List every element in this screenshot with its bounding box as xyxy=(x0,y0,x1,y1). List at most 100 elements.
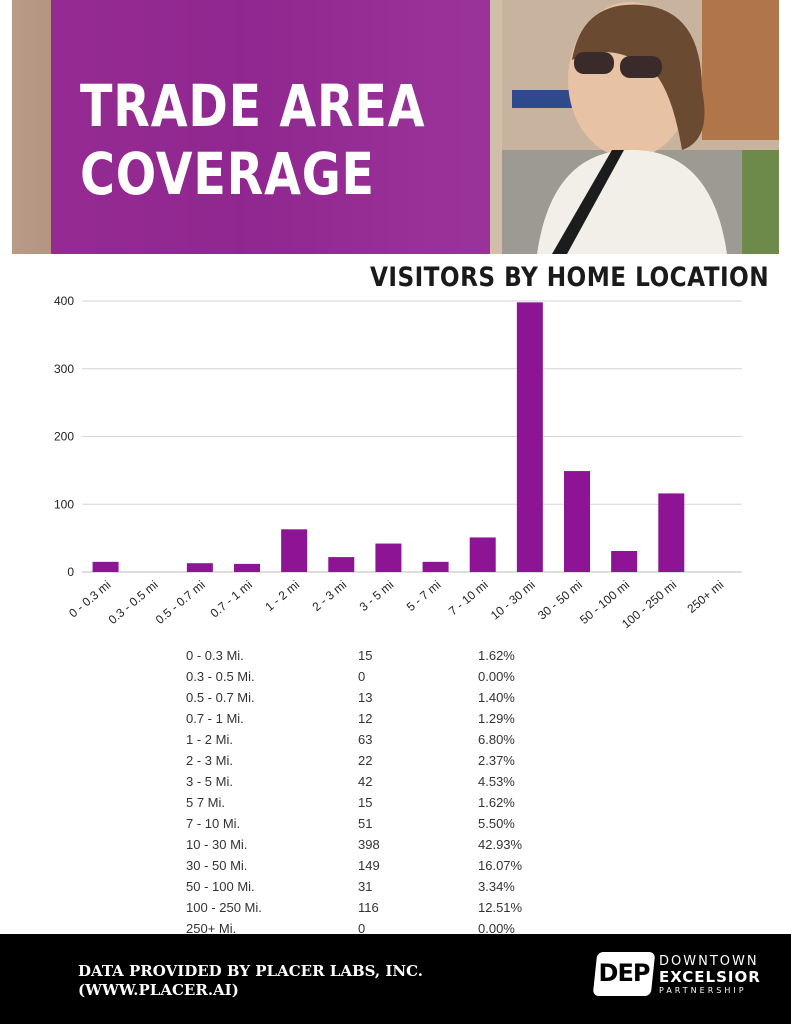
row-count: 15 xyxy=(358,795,373,810)
row-range: 0.7 - 1 Mi. xyxy=(186,711,244,726)
x-tick-label: 10 - 30 mi xyxy=(488,578,538,623)
row-percent: 1.62% xyxy=(478,795,515,810)
row-range: 0.5 - 0.7 Mi. xyxy=(186,690,255,705)
table-row: 7 - 10 Mi. 51 5.50% xyxy=(186,815,566,836)
table-row: 3 - 5 Mi. 42 4.53% xyxy=(186,773,566,794)
bar xyxy=(516,302,543,572)
table-row: 2 - 3 Mi. 22 2.37% xyxy=(186,752,566,773)
row-count: 0 xyxy=(358,669,366,684)
row-percent: 4.53% xyxy=(478,774,515,789)
row-range: 1 - 2 Mi. xyxy=(186,732,233,747)
row-count: 42 xyxy=(358,774,373,789)
logo-word-downtown: DOWNTOWN xyxy=(659,954,759,969)
row-range: 2 - 3 Mi. xyxy=(186,753,233,768)
row-range: 50 - 100 Mi. xyxy=(186,879,255,894)
y-tick-label: 0 xyxy=(67,565,74,579)
row-count: 31 xyxy=(358,879,373,894)
chart-title: VISITORS BY HOME LOCATION xyxy=(369,262,769,293)
row-count: 116 xyxy=(358,900,379,915)
downtown-excelsior-logo: DEP DOWNTOWN EXCELSIOR PARTNERSHIP xyxy=(592,952,765,1000)
table-row: 100 - 250 Mi. 116 12.51% xyxy=(186,899,566,920)
x-tick-label: 250+ mi xyxy=(684,578,726,616)
row-range: 100 - 250 Mi. xyxy=(186,900,262,915)
table-row: 5 7 Mi. 15 1.62% xyxy=(186,794,566,815)
visitors-bar-chart: 0 100 200 300 400 0 - 0.3 mi0.3 - 0.5 mi0.5 -… xyxy=(54,294,742,631)
bar xyxy=(234,563,260,572)
bar xyxy=(186,563,213,572)
data-credit-line1: DATA PROVIDED BY PLACER LABS, INC. xyxy=(78,962,423,980)
logo-word-excelsior: EXCELSIOR xyxy=(659,968,761,986)
row-range: 5 7 Mi. xyxy=(186,795,226,810)
x-tick-label: 5 - 7 mi xyxy=(404,578,444,614)
x-tick-label: 0.5 - 0.7 mi xyxy=(153,578,208,627)
table-row: 50 - 100 Mi. 31 3.34% xyxy=(186,878,566,899)
table-row: 1 - 2 Mi. 63 6.80% xyxy=(186,731,566,752)
row-count: 0 xyxy=(358,921,366,936)
x-tick-label: 0 - 0.3 mi xyxy=(66,578,113,621)
row-range: 0 - 0.3 Mi. xyxy=(186,648,244,663)
row-percent: 1.62% xyxy=(478,648,515,663)
visitors-table: 0 - 0.3 Mi. 15 1.62% 0.3 - 0.5 Mi. 0 0.00% 0.5… xyxy=(186,647,566,941)
row-percent: 0.00% xyxy=(478,669,515,684)
table-row: 30 - 50 Mi. 149 16.07% xyxy=(186,857,566,878)
row-count: 12 xyxy=(358,711,373,726)
page-title-line1: TRADE AREA xyxy=(80,72,426,140)
footer xyxy=(0,934,791,1024)
table-row: 0 - 0.3 Mi. 15 1.62% xyxy=(186,647,566,668)
row-percent: 12.51% xyxy=(478,900,523,915)
logo-word-partnership: PARTNERSHIP xyxy=(659,986,747,995)
bar xyxy=(422,561,449,572)
row-percent: 5.50% xyxy=(478,816,515,831)
row-percent: 6.80% xyxy=(478,732,515,747)
row-count: 51 xyxy=(358,816,373,831)
x-tick-label: 7 - 10 mi xyxy=(446,578,491,619)
x-tick-label: 2 - 3 mi xyxy=(310,578,350,614)
row-percent: 1.29% xyxy=(478,711,515,726)
bar xyxy=(328,557,355,572)
bar xyxy=(611,550,638,572)
logo-mark-text: DEP xyxy=(598,959,651,987)
row-count: 398 xyxy=(358,837,380,852)
row-count: 15 xyxy=(358,648,373,663)
x-tick-label: 3 - 5 mi xyxy=(357,578,397,614)
row-range: 30 - 50 Mi. xyxy=(186,858,248,873)
table-row: 250+ Mi. 0 0.00% xyxy=(186,920,566,941)
row-percent: 1.40% xyxy=(478,690,515,705)
y-tick-label: 200 xyxy=(54,430,74,444)
row-percent: 42.93% xyxy=(478,837,523,852)
row-range: 250+ Mi. xyxy=(186,921,237,936)
page-title: TRADE AREA COVERAGE xyxy=(80,72,425,208)
table-row: 10 - 30 Mi. 398 42.93% xyxy=(186,836,566,857)
data-credit-line2: (WWW.PLACER.AI) xyxy=(78,981,239,999)
y-tick-label: 100 xyxy=(54,497,74,511)
row-count: 13 xyxy=(358,690,373,705)
row-percent: 2.37% xyxy=(478,753,515,768)
bar xyxy=(658,493,685,572)
table-row: 0.7 - 1 Mi. 12 1.29% xyxy=(186,710,566,731)
row-count: 22 xyxy=(358,753,373,768)
hero-overlay xyxy=(51,0,490,254)
data-credit: DATA PROVIDED BY PLACER LABS, INC. (WWW.… xyxy=(78,962,423,1000)
hero-banner: TRADE AREA COVERAGE xyxy=(12,0,779,254)
y-tick-label: 400 xyxy=(54,294,74,308)
page-title-line2: COVERAGE xyxy=(80,140,375,208)
x-tick-label: 1 - 2 mi xyxy=(262,578,302,614)
row-count: 149 xyxy=(358,858,380,873)
row-range: 0.3 - 0.5 Mi. xyxy=(186,669,255,684)
row-count: 63 xyxy=(358,732,373,747)
row-percent: 0.00% xyxy=(478,921,515,936)
logo-wordmark: DOWNTOWN EXCELSIOR PARTNERSHIP xyxy=(659,954,761,996)
row-percent: 16.07% xyxy=(478,858,523,873)
bar xyxy=(375,543,402,572)
row-range: 10 - 30 Mi. xyxy=(186,837,248,852)
x-tick-label: 0.3 - 0.5 mi xyxy=(106,578,161,627)
y-tick-label: 300 xyxy=(54,362,74,376)
x-tick-label: 0.7 - 1 mi xyxy=(208,578,255,621)
bar xyxy=(564,471,590,572)
row-range: 7 - 10 Mi. xyxy=(186,816,241,831)
hero-photo xyxy=(502,0,779,254)
bar xyxy=(469,537,496,572)
bar xyxy=(281,529,308,572)
row-percent: 3.34% xyxy=(478,879,515,894)
row-range: 3 - 5 Mi. xyxy=(186,774,233,789)
